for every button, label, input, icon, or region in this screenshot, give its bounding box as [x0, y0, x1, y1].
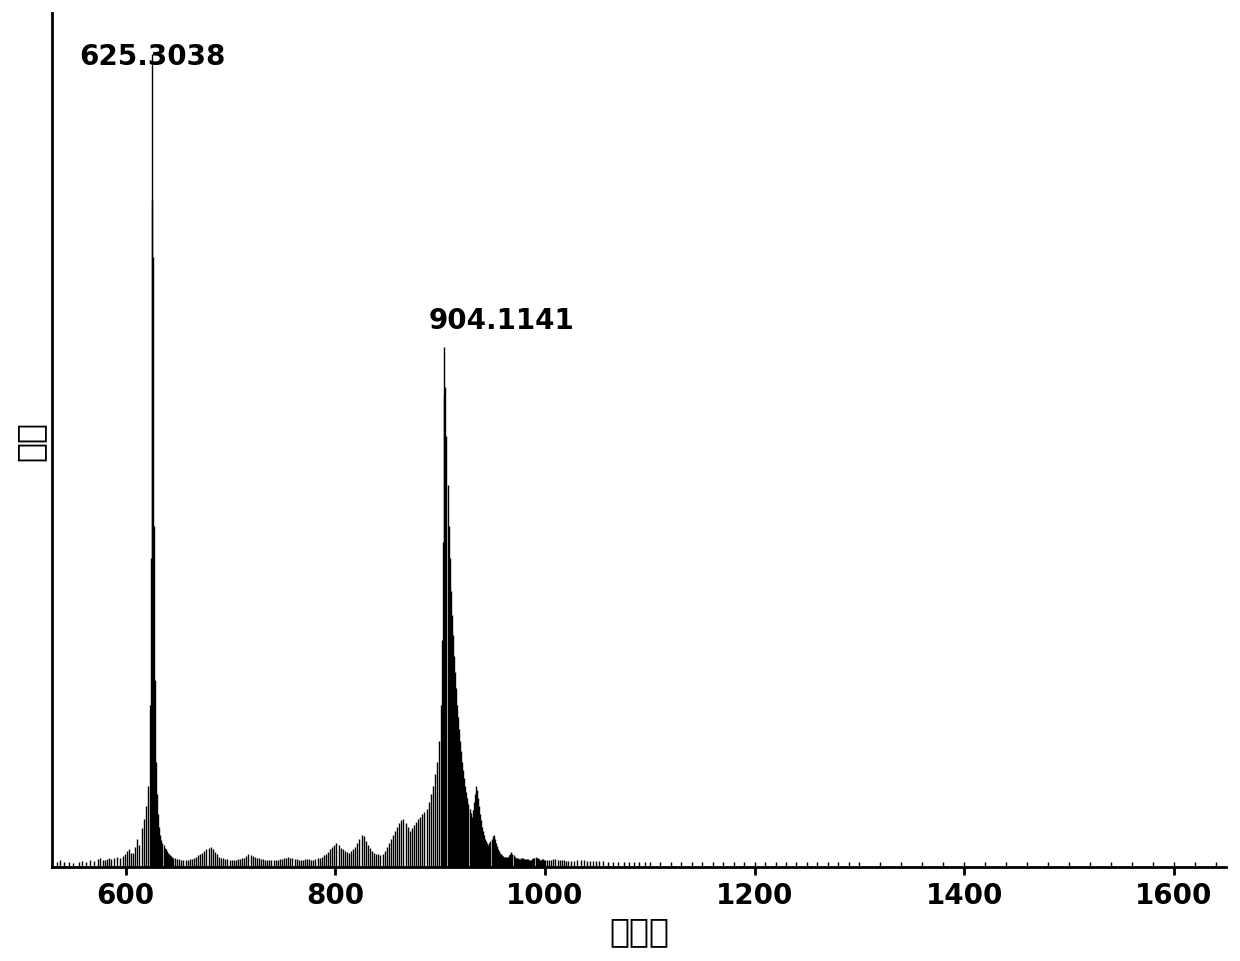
X-axis label: 质荷比: 质荷比 — [609, 914, 670, 948]
Y-axis label: 强度: 强度 — [14, 421, 47, 460]
Text: 904.1141: 904.1141 — [429, 307, 574, 335]
Text: 625.3038: 625.3038 — [79, 43, 226, 71]
